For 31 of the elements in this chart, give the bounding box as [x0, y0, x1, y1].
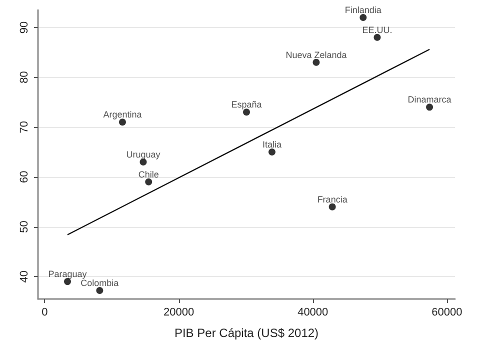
y-tick-label: 80: [18, 71, 30, 84]
annotation: Uruguay: [126, 149, 161, 160]
annotation: Italia: [262, 140, 282, 150]
annotation: Chile: [138, 169, 159, 180]
y-tick-label: 50: [18, 220, 30, 233]
point: [312, 58, 320, 66]
y-tick-label: 40: [18, 270, 30, 283]
y-tick-label: 90: [18, 21, 30, 34]
x-tick-label: 0: [42, 306, 48, 318]
annotation: Colombia: [80, 278, 119, 288]
x-tick-label: 40000: [298, 306, 328, 318]
point: [96, 287, 104, 294]
annotation: Francia: [317, 194, 348, 204]
point: [360, 14, 367, 21]
point: [426, 104, 434, 111]
annotation: España: [231, 100, 262, 110]
annotation: Argentina: [103, 110, 142, 120]
point: [145, 178, 152, 186]
annotation: EE.UU.: [362, 24, 392, 35]
y-tick-label: 60: [18, 170, 30, 184]
point: [328, 203, 336, 210]
point: [374, 34, 381, 41]
annotation: Finlandia: [344, 4, 382, 15]
annotation: Dinamarca: [408, 94, 452, 105]
annotation: Paraguay: [48, 269, 88, 280]
y-tick-label: 70: [18, 120, 30, 134]
x-tick-label: 20000: [163, 306, 194, 318]
x-axis-title: PIB Per Cápita (US$ 2012): [174, 326, 319, 340]
point: [268, 148, 276, 156]
x-tick-label: 60000: [432, 306, 462, 318]
annotation: Nueva Zelanda: [286, 50, 347, 60]
